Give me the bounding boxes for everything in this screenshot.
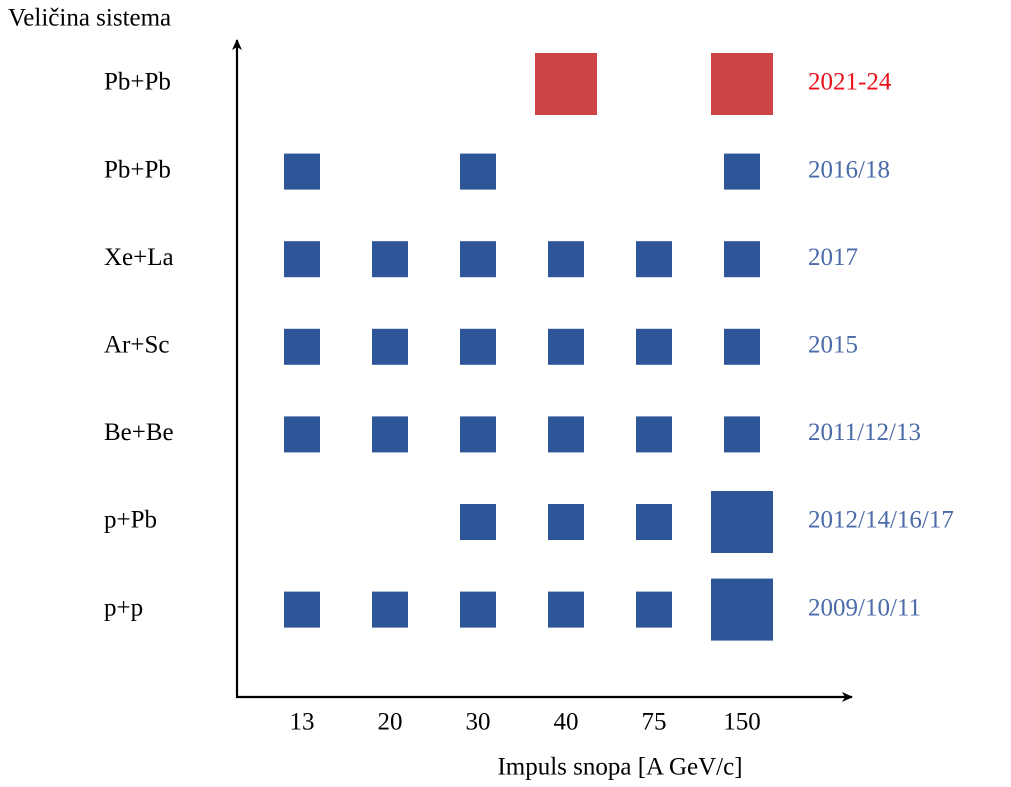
years-label: 2017 [808,244,858,271]
system-label: p+Pb [104,507,157,534]
system-label: Ar+Sc [104,332,169,359]
system-label: Pb+Pb [104,156,171,183]
beam-square [724,416,760,453]
beam-square [460,591,496,628]
beam-square [636,504,672,540]
beam-square [636,416,672,453]
beam-square [724,328,760,365]
beam-square [372,416,408,453]
beam-square [548,591,584,628]
beam-square [548,328,584,365]
beam-square [548,241,584,278]
beam-square [548,504,584,540]
beam-square [460,416,496,453]
x-tick-label: 20 [378,709,403,736]
beam-square [711,53,773,115]
beam-square [636,328,672,365]
beam-square [372,591,408,628]
years-label: 2012/14/16/17 [808,507,954,534]
x-tick-label: 150 [723,709,761,736]
years-label: 2009/10/11 [808,594,921,621]
beam-square [284,328,320,365]
beam-square [724,153,760,190]
system-label: Xe+La [104,244,174,271]
beam-square [548,416,584,453]
y-axis-label: Veličina sistema [8,5,171,32]
x-tick-label: 13 [290,709,315,736]
beam-square [711,491,773,553]
years-label: 2016/18 [808,156,890,183]
beam-square [284,153,320,190]
system-label: p+p [104,594,143,621]
beam-square [372,241,408,278]
beam-square [372,328,408,365]
beam-square [460,153,496,190]
system-label: Be+Be [104,419,174,446]
beam-square [284,241,320,278]
beam-square [535,53,597,115]
beam-square [284,416,320,453]
beam-square [636,591,672,628]
beam-square [636,241,672,278]
x-tick-label: 40 [554,709,579,736]
x-axis-label: Impuls snopa [A GeV/c] [497,754,742,781]
beam-square [460,504,496,540]
beam-square [724,241,760,278]
beam-square [460,328,496,365]
system-label: Pb+Pb [104,69,171,96]
beam-square [460,241,496,278]
beam-square [711,578,773,641]
years-label: 2015 [808,332,858,359]
years-label: 2021-24 [808,69,892,96]
x-tick-label: 75 [642,709,667,736]
years-label: 2011/12/13 [808,419,921,446]
x-tick-label: 30 [466,709,491,736]
beam-square [284,591,320,628]
